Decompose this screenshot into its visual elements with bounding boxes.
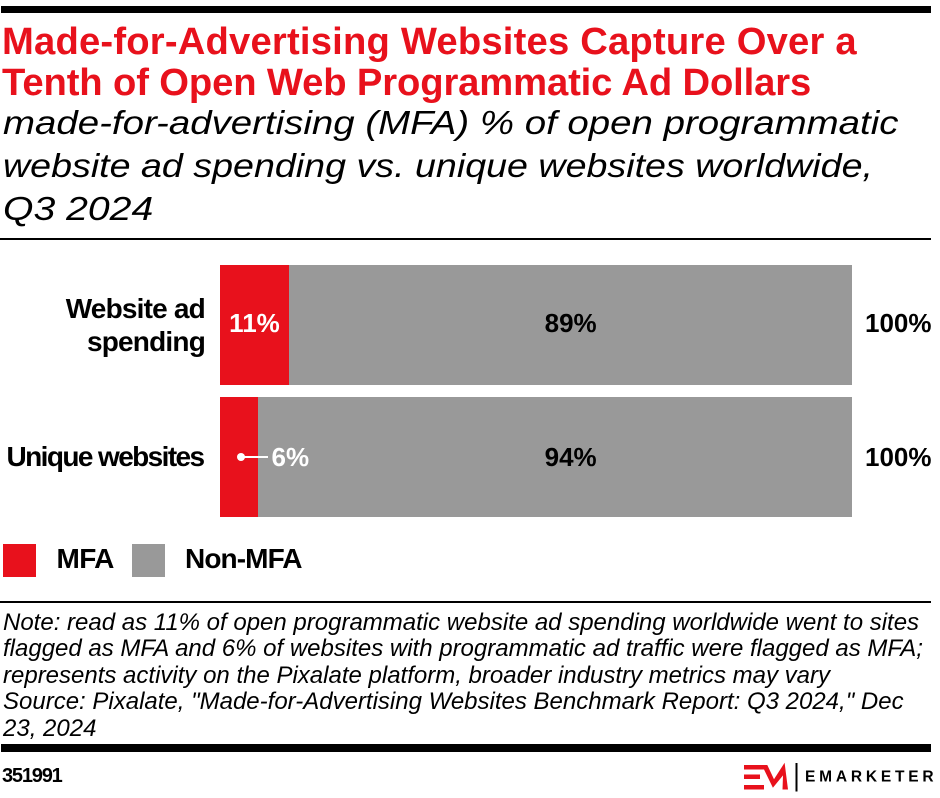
svg-text:EMARKETER: EMARKETER [805, 769, 937, 786]
